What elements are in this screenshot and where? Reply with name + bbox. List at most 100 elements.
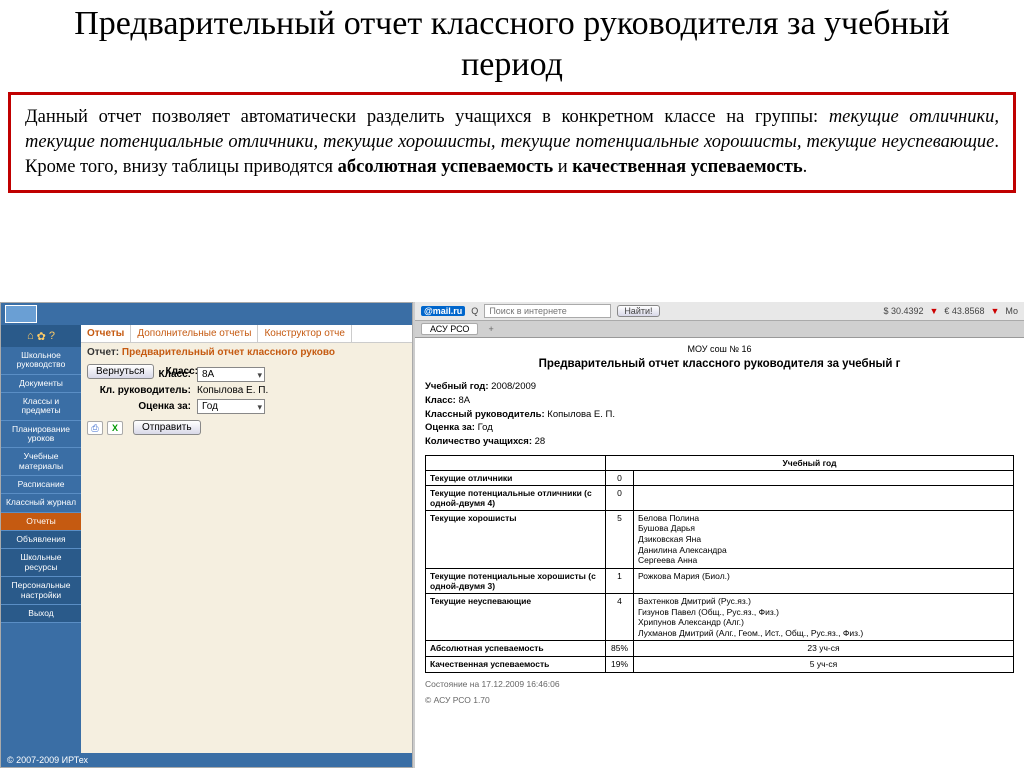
document-meta: Учебный год: 2008/2009 Класс: 8А Классны… xyxy=(425,380,1014,449)
meta-l1a: Учебный год: xyxy=(425,381,489,392)
list-6: 5 уч-ся xyxy=(634,657,1014,673)
label-teacher: Кл. руководитель: xyxy=(87,385,191,396)
table-row: Качественная успеваемость19%5 уч-ся xyxy=(426,657,1014,673)
sidebar-item-settings[interactable]: Персональные настройки xyxy=(1,577,81,605)
list-0 xyxy=(634,470,1014,485)
description-box: Данный отчет позволяет автоматически раз… xyxy=(8,92,1016,193)
label-class3: Класс: xyxy=(87,369,191,380)
doc-footer-copy: © АСУ РСО 1.70 xyxy=(425,695,1014,705)
tab-extra-reports[interactable]: Дополнительные отчеты xyxy=(131,325,258,342)
main-area: ⌂ ✿ ? Школьное руководство Документы Кла… xyxy=(0,302,1024,768)
browser-toolbar: @mail.ru Q Найти! $ 30.4392 ▼ € 43.8568 … xyxy=(415,302,1024,321)
cat-0: Текущие отличники xyxy=(426,470,606,485)
report-label: Отчет: xyxy=(87,347,119,358)
send-button[interactable]: Отправить xyxy=(133,420,201,435)
user-icon[interactable]: ✿ xyxy=(37,330,46,343)
cat-4: Текущие неуспевающие xyxy=(426,593,606,641)
excel-icon[interactable]: X xyxy=(107,421,123,435)
search-button[interactable]: Найти! xyxy=(617,305,659,317)
list-4: Вахтенков Дмитрий (Рус.яз.) Гизунов Паве… xyxy=(634,593,1014,641)
cat-5: Абсолютная успеваемость xyxy=(426,641,606,657)
sidebar-item-documents[interactable]: Документы xyxy=(1,375,81,393)
cat-2: Текущие хорошисты xyxy=(426,510,606,568)
table-row: Текущие неуспевающие4Вахтенков Дмитрий (… xyxy=(426,593,1014,641)
th-year: Учебный год xyxy=(606,455,1014,470)
select-period[interactable]: Год xyxy=(197,399,265,414)
sidebar-item-schedule[interactable]: Расписание xyxy=(1,476,81,494)
document-area: МОУ сош № 16 Предварительный отчет класс… xyxy=(415,338,1024,709)
sidebar-item-announce[interactable]: Объявления xyxy=(1,531,81,549)
sidebar: ⌂ ✿ ? Школьное руководство Документы Кла… xyxy=(1,325,81,753)
num-4: 4 xyxy=(606,593,634,641)
sidebar-item-reports[interactable]: Отчеты xyxy=(1,513,81,531)
num-1: 0 xyxy=(606,485,634,510)
browser-window: @mail.ru Q Найти! $ 30.4392 ▼ € 43.8568 … xyxy=(413,302,1024,768)
descr-and: и xyxy=(553,157,572,177)
cat-3: Текущие потенциальные хорошисты (с одной… xyxy=(426,568,606,593)
meta-l1b: 2008/2009 xyxy=(491,381,536,392)
meta-l2b: 8А xyxy=(459,395,471,406)
sidebar-item-classes[interactable]: Классы и предметы xyxy=(1,393,81,421)
weather-label: Мо xyxy=(1005,306,1018,316)
table-row: Текущие отличники0 xyxy=(426,470,1014,485)
meta-l4b: Год xyxy=(478,422,493,433)
table-row: Текущие хорошисты5Белова Полина Бушова Д… xyxy=(426,510,1014,568)
value-teacher: Копылова Е. П. xyxy=(197,385,268,396)
footer-copyright: © 2007-2009 ИРТех xyxy=(1,753,412,767)
print-icon[interactable]: ⎙ xyxy=(87,421,103,435)
mailru-logo-icon: @mail.ru xyxy=(421,306,465,316)
sidebar-item-planning[interactable]: Планирование уроков xyxy=(1,421,81,449)
report-title-line: Отчет: Предварительный отчет классного р… xyxy=(87,347,406,358)
table-row: Текущие потенциальные хорошисты (с одной… xyxy=(426,568,1014,593)
list-2: Белова Полина Бушова Дарья Дзиковская Ян… xyxy=(634,510,1014,568)
tab-constructor[interactable]: Конструктор отче xyxy=(258,325,352,342)
browser-tab-1[interactable]: АСУ РСО xyxy=(421,323,478,335)
sidebar-item-exit[interactable]: Выход xyxy=(1,605,81,623)
num-5: 85% xyxy=(606,641,634,657)
meta-l5b: 28 xyxy=(535,436,546,447)
tab-reports[interactable]: Отчеты xyxy=(81,325,131,342)
sidebar-item-resources[interactable]: Школьные ресурсы xyxy=(1,549,81,577)
doc-footer-date: Состояние на 17.12.2009 16:46:06 xyxy=(425,679,1014,689)
num-0: 0 xyxy=(606,470,634,485)
num-3: 1 xyxy=(606,568,634,593)
num-2: 5 xyxy=(606,510,634,568)
descr-b2: качественная успеваемость xyxy=(572,157,802,177)
list-1 xyxy=(634,485,1014,510)
report-name: Предварительный отчет классного руково xyxy=(122,347,335,358)
list-5: 23 уч-ся xyxy=(634,641,1014,657)
new-tab-button[interactable]: + xyxy=(488,324,493,334)
meta-l3b: Копылова Е. П. xyxy=(547,409,615,420)
meta-l3a: Классный руководитель: xyxy=(425,409,545,420)
document-title: Предварительный отчет классного руководи… xyxy=(425,358,1014,370)
descr-text-pre: Данный отчет позволяет автоматически раз… xyxy=(25,107,829,127)
browser-tabs: АСУ РСО + xyxy=(415,321,1024,338)
sidebar-item-journal[interactable]: Классный журнал xyxy=(1,494,81,512)
sidebar-icons: ⌂ ✿ ? xyxy=(1,325,81,347)
list-3: Рожкова Мария (Биол.) xyxy=(634,568,1014,593)
cat-1: Текущие потенциальные отличники (с одной… xyxy=(426,485,606,510)
app-logo-icon xyxy=(5,305,37,323)
search-icon: Q xyxy=(471,306,478,316)
label-period: Оценка за: xyxy=(87,401,191,412)
report-table: Учебный год Текущие отличники0 Текущие п… xyxy=(425,455,1014,673)
school-name: МОУ сош № 16 xyxy=(425,344,1014,354)
form-area: Отчеты Дополнительные отчеты Конструктор… xyxy=(81,325,412,753)
table-row: Текущие потенциальные отличники (с одной… xyxy=(426,485,1014,510)
rate-usd: $ 30.4392 xyxy=(883,306,923,316)
sidebar-item-materials[interactable]: Учебные материалы xyxy=(1,448,81,476)
meta-l2a: Класс: xyxy=(425,395,456,406)
home-icon[interactable]: ⌂ xyxy=(27,330,34,342)
meta-l4a: Оценка за: xyxy=(425,422,475,433)
meta-l5a: Количество учащихся: xyxy=(425,436,532,447)
num-6: 19% xyxy=(606,657,634,673)
descr-b1: абсолютная успеваемость xyxy=(338,157,554,177)
help-icon[interactable]: ? xyxy=(49,330,55,342)
cat-6: Качественная успеваемость xyxy=(426,657,606,673)
table-row: Абсолютная успеваемость85%23 уч-ся xyxy=(426,641,1014,657)
select-class[interactable]: 8А xyxy=(197,367,265,382)
slide-title: Предварительный отчет классного руководи… xyxy=(0,0,1024,88)
sidebar-item-management[interactable]: Школьное руководство xyxy=(1,347,81,375)
search-input[interactable] xyxy=(484,304,611,318)
app-window: ⌂ ✿ ? Школьное руководство Документы Кла… xyxy=(0,302,413,768)
